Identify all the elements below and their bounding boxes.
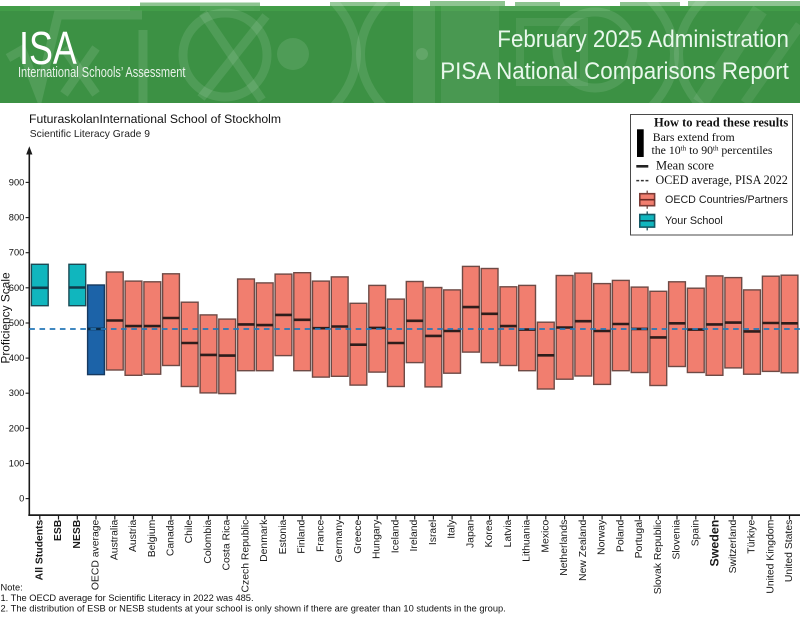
svg-text:Hungary: Hungary — [372, 519, 383, 559]
svg-text:ESB: ESB — [53, 519, 64, 541]
svg-text:400: 400 — [9, 353, 25, 363]
svg-text:Latvia: Latvia — [503, 519, 514, 547]
svg-text:Iceland: Iceland — [390, 519, 401, 553]
svg-text:OCED average, PISA 2022: OCED average, PISA 2022 — [656, 173, 788, 187]
svg-text:Proficiency Scale: Proficiency Scale — [0, 272, 12, 364]
svg-text:100: 100 — [9, 459, 25, 469]
svg-text:Chile: Chile — [184, 519, 195, 543]
svg-text:800: 800 — [9, 213, 25, 223]
svg-text:Finland: Finland — [297, 519, 308, 553]
svg-text:Greece: Greece — [353, 519, 364, 553]
svg-text:Austria: Austria — [128, 519, 139, 552]
svg-text:Costa Rica: Costa Rica — [222, 519, 233, 570]
svg-text:Germany: Germany — [334, 519, 345, 563]
svg-text:Lithuania: Lithuania — [522, 519, 533, 561]
svg-text:700: 700 — [9, 248, 25, 258]
svg-text:Norway: Norway — [597, 519, 608, 555]
svg-text:United States: United States — [784, 520, 795, 582]
svg-text:Portugal: Portugal — [634, 520, 645, 559]
svg-text:Mean score: Mean score — [656, 159, 714, 173]
svg-text:Italy: Italy — [447, 519, 458, 539]
svg-text:Canada: Canada — [166, 519, 177, 556]
svg-text:United Kingdom: United Kingdom — [765, 520, 776, 594]
svg-text:600: 600 — [9, 283, 25, 293]
svg-text:0: 0 — [19, 494, 24, 504]
svg-text:Korea: Korea — [484, 519, 495, 547]
svg-text:1. The OECD average for Scient: 1. The OECD average for Scientific Liter… — [1, 593, 254, 603]
svg-text:500: 500 — [9, 318, 25, 328]
svg-text:Sweden: Sweden — [708, 520, 722, 567]
svg-text:Mexico: Mexico — [540, 519, 551, 552]
svg-text:Slovenia: Slovenia — [672, 519, 683, 559]
svg-text:Switzerland: Switzerland — [728, 519, 739, 573]
svg-text:Spain: Spain — [690, 519, 701, 546]
svg-text:Israel: Israel — [428, 520, 439, 545]
svg-text:All Students: All Students — [34, 519, 45, 580]
svg-text:the 10th to 90th percentiles: the 10th to 90th percentiles — [652, 143, 773, 157]
svg-text:New Zealand: New Zealand — [578, 519, 589, 580]
svg-text:900: 900 — [9, 177, 25, 187]
svg-text:NESB: NESB — [72, 519, 83, 548]
svg-text:Denmark: Denmark — [259, 519, 270, 562]
svg-text:OECD Countries/Partners: OECD Countries/Partners — [665, 194, 788, 206]
svg-text:Ireland: Ireland — [409, 519, 420, 551]
svg-text:Poland: Poland — [615, 519, 626, 552]
svg-text:Estonia: Estonia — [278, 519, 289, 554]
svg-text:300: 300 — [9, 388, 25, 398]
svg-text:Note:: Note: — [1, 582, 23, 592]
svg-text:Bars extend from: Bars extend from — [653, 130, 735, 144]
svg-text:France: France — [315, 519, 326, 552]
svg-text:Belgium: Belgium — [147, 520, 158, 558]
svg-text:2. The distribution of ESB or: 2. The distribution of ESB or NESB stude… — [1, 604, 506, 614]
svg-text:OECD average: OECD average — [91, 519, 102, 590]
svg-text:200: 200 — [9, 423, 25, 433]
svg-text:Czech Republic: Czech Republic — [241, 520, 252, 593]
svg-text:How to read these results: How to read these results — [654, 116, 788, 130]
svg-text:Japan: Japan — [465, 519, 476, 548]
svg-text:Australia: Australia — [109, 519, 120, 560]
svg-text:Your School: Your School — [665, 215, 723, 227]
svg-text:Slovak Republic: Slovak Republic — [653, 520, 664, 595]
svg-text:Türkiye: Türkiye — [747, 519, 758, 553]
svg-text:Netherlands: Netherlands — [559, 520, 570, 576]
svg-text:Colombia: Colombia — [203, 519, 214, 563]
